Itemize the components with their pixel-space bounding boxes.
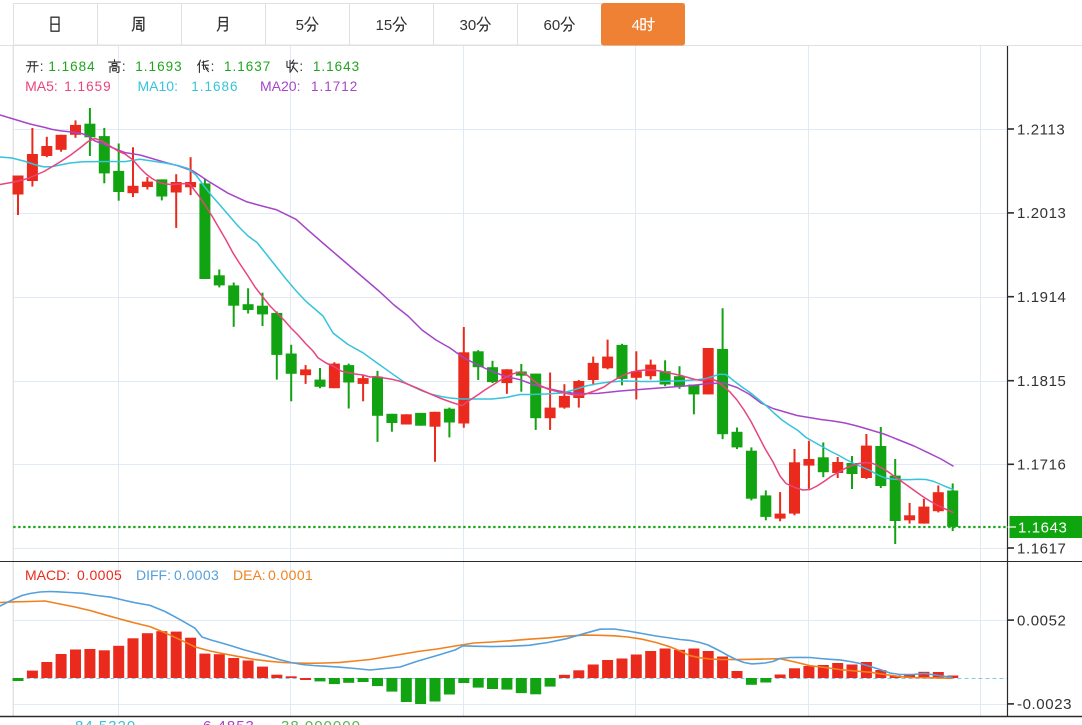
svg-text:-0.0023: -0.0023 <box>1017 696 1072 713</box>
svg-text::: : <box>40 59 44 74</box>
svg-text:60: 60 <box>544 17 561 34</box>
svg-text:0.0052: 0.0052 <box>1017 612 1066 629</box>
svg-text::: : <box>299 59 303 74</box>
svg-text:1.1637: 1.1637 <box>224 59 271 74</box>
svg-text:38.000000: 38.000000 <box>281 718 361 725</box>
svg-text:1.1712: 1.1712 <box>311 79 358 94</box>
svg-text:1.2113: 1.2113 <box>1017 121 1065 138</box>
svg-text:MA10:: MA10: <box>138 78 178 94</box>
svg-text:1.1815: 1.1815 <box>1017 373 1066 390</box>
svg-text:84.5320: 84.5320 <box>75 718 136 725</box>
svg-text:DEA:: DEA: <box>233 567 266 583</box>
svg-text:1.1716: 1.1716 <box>1017 457 1066 474</box>
svg-text:0.0003: 0.0003 <box>174 567 219 583</box>
svg-text:1.1914: 1.1914 <box>1017 289 1066 306</box>
svg-text:0.0005: 0.0005 <box>77 567 122 583</box>
svg-text:5: 5 <box>296 17 304 34</box>
svg-text:1.1643: 1.1643 <box>313 59 360 74</box>
svg-text:15: 15 <box>376 17 393 34</box>
svg-text:1.1686: 1.1686 <box>191 79 238 94</box>
svg-text:1.2013: 1.2013 <box>1017 205 1066 222</box>
svg-text:1.1643: 1.1643 <box>1018 519 1067 536</box>
svg-text::: : <box>122 59 126 74</box>
svg-text::: : <box>211 59 215 74</box>
svg-text:0.0001: 0.0001 <box>268 567 313 583</box>
svg-text:1.1693: 1.1693 <box>135 59 182 74</box>
svg-text:1.1617: 1.1617 <box>1017 540 1066 557</box>
svg-text:30: 30 <box>460 17 477 34</box>
svg-text:4: 4 <box>632 17 640 34</box>
svg-text:MACD:: MACD: <box>25 567 70 583</box>
svg-text:1.1659: 1.1659 <box>64 79 111 94</box>
svg-text:DIFF:: DIFF: <box>136 567 171 583</box>
svg-text:MA5:: MA5: <box>25 78 58 94</box>
svg-text:MA20:: MA20: <box>260 78 300 94</box>
svg-text:1.1684: 1.1684 <box>48 59 95 74</box>
svg-text:6.4853: 6.4853 <box>203 718 255 725</box>
